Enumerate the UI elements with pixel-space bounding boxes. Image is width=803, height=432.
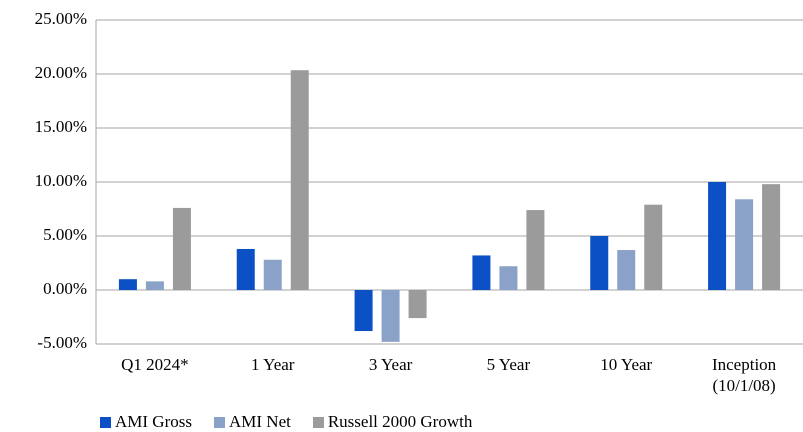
- y-tick-label: 5.00%: [43, 225, 87, 244]
- bar: [118, 279, 137, 290]
- x-tick-label: 5 Year: [486, 355, 531, 374]
- legend-item: AMI Net: [213, 412, 291, 432]
- x-tick-label: Inception (10/1/08): [711, 355, 777, 395]
- bar: [354, 290, 373, 332]
- y-tick-label: 25.00%: [35, 9, 87, 28]
- x-tick-label: 3 Year: [368, 355, 413, 374]
- bar: [735, 199, 754, 290]
- bar: [526, 210, 545, 290]
- bar: [644, 204, 663, 290]
- bar: [408, 290, 427, 319]
- legend: AMI Gross AMI Net Russell 2000 Growth: [100, 412, 472, 432]
- y-tick-label: 10.00%: [35, 171, 87, 190]
- legend-label: AMI Net: [228, 412, 291, 431]
- y-tick-label: 0.00%: [43, 279, 87, 298]
- bar: [499, 266, 518, 290]
- bar: [145, 281, 164, 290]
- legend-swatch: [100, 416, 111, 428]
- legend-item: AMI Gross: [100, 412, 192, 432]
- x-tick-label: Q1 2024*: [121, 355, 189, 374]
- bar: [590, 236, 609, 290]
- legend-swatch: [312, 416, 324, 428]
- bar: [708, 182, 727, 290]
- bar: [263, 259, 282, 290]
- x-tick-label: 1 Year: [251, 355, 295, 374]
- bar: [617, 250, 636, 290]
- x-tick-label: 10 Year: [600, 355, 653, 374]
- bar: [172, 207, 191, 290]
- bar: [762, 184, 781, 290]
- y-tick-label: 15.00%: [35, 117, 87, 136]
- bar: [290, 70, 309, 290]
- y-tick-label: -5.00%: [37, 333, 87, 352]
- bar: [236, 248, 255, 290]
- legend-label: AMI Gross: [115, 412, 192, 431]
- bar: [381, 290, 400, 342]
- bar: [472, 255, 491, 290]
- legend-swatch: [213, 416, 225, 428]
- y-tick-label: 20.00%: [35, 63, 87, 82]
- legend-item: Russell 2000 Growth: [312, 412, 473, 432]
- legend-label: Russell 2000 Growth: [327, 412, 473, 431]
